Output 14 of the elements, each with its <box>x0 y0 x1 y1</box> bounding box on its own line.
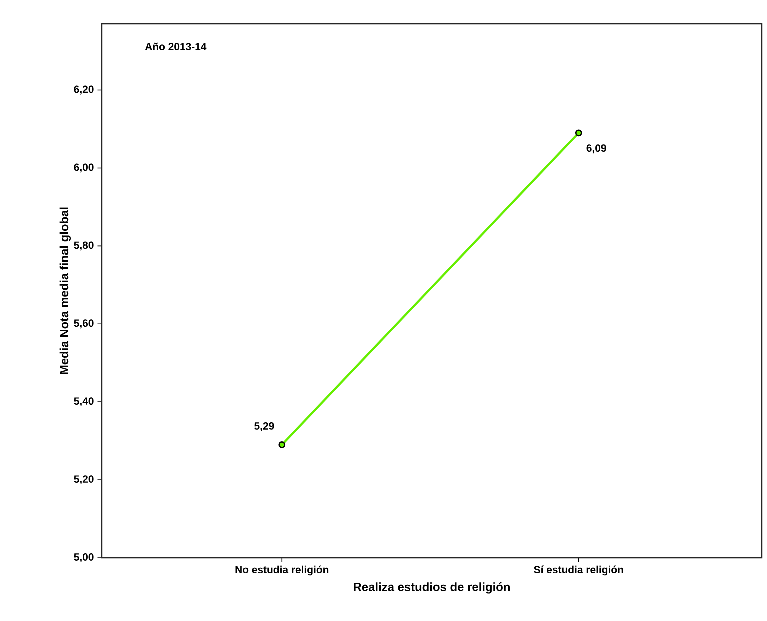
x-axis-title: Realiza estudios de religión <box>354 582 510 594</box>
y-tick-label: 6,00 <box>74 164 94 173</box>
y-tick-label: 6,20 <box>74 86 94 95</box>
y-tick-label: 5,80 <box>74 242 94 251</box>
text: Año 2013-14 <box>145 42 207 51</box>
y-tick-label: 5,00 <box>74 554 94 562</box>
x-tick-label: No estudia religión <box>236 566 329 576</box>
y-tick-label: 5,60 <box>74 320 94 329</box>
x-tick-label: Sí estudia religión <box>534 566 624 576</box>
y-tick-label: 5,20 <box>74 476 94 485</box>
text: 5,29 <box>254 422 274 432</box>
y-tick-label: 5,40 <box>74 398 94 407</box>
text: 6,09 <box>586 144 606 154</box>
y-axis-title: Media Nota media final global <box>60 208 72 374</box>
